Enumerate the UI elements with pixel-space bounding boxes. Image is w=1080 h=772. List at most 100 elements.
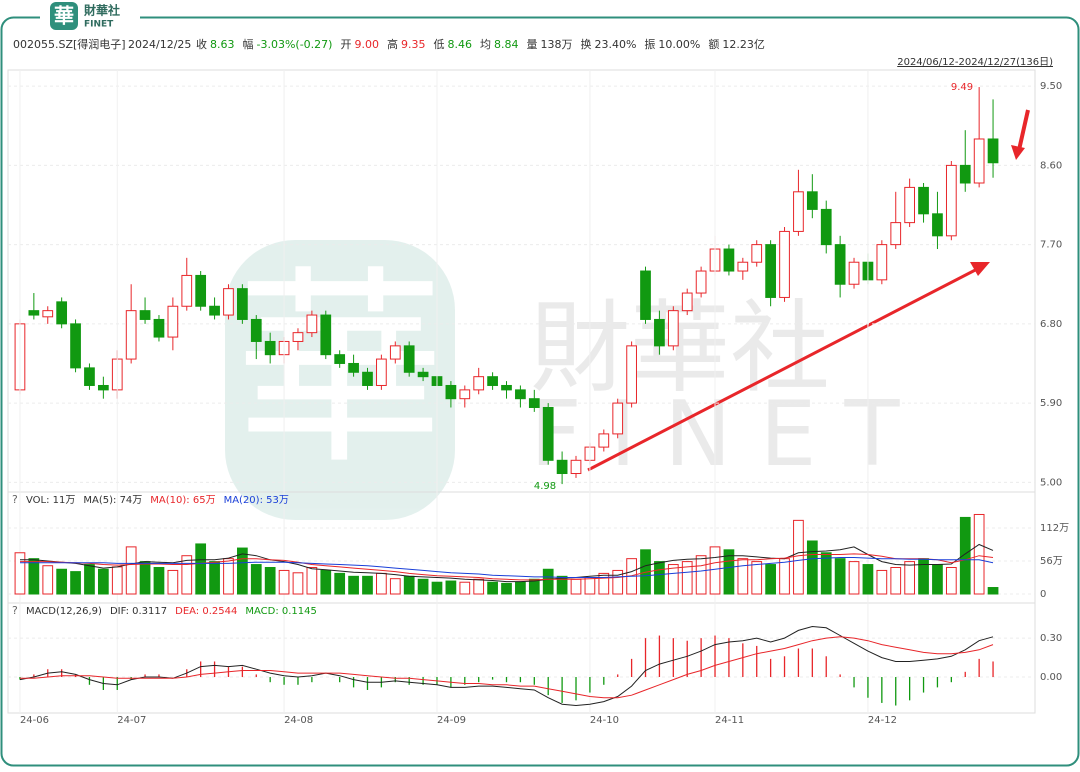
volume-bar: [292, 572, 304, 595]
line: [19, 625, 994, 707]
volume-bar: [153, 566, 165, 595]
info-label: 幅: [243, 38, 254, 51]
x-tick-label: 24-10: [590, 715, 619, 726]
candle-body: [779, 230, 790, 298]
candle-body: [904, 186, 916, 224]
volume-bar: [556, 575, 568, 595]
volume-bar: [139, 561, 151, 595]
candle-body: [292, 332, 304, 342]
info-value: 8.84: [494, 38, 519, 51]
candle-body: [959, 164, 971, 184]
info-value: 9.00: [354, 38, 379, 51]
logo-sub: FINET: [84, 20, 114, 30]
volume-bar: [876, 569, 888, 595]
volume-bar: [932, 564, 943, 595]
info-label: 高: [387, 37, 398, 51]
volume-bar: [584, 577, 596, 595]
volume-bar: [487, 581, 498, 595]
candle-body: [806, 191, 818, 210]
candle-body: [445, 384, 457, 400]
candle-body: [515, 389, 526, 400]
candle-body: [890, 222, 902, 246]
candle-body: [153, 318, 165, 338]
candle-body: [973, 138, 985, 184]
info-value: 138万: [540, 38, 572, 51]
volume-bar: [945, 566, 957, 595]
down-arrow: [1017, 109, 1030, 151]
candle-body: [556, 459, 568, 475]
candle-body: [320, 314, 332, 356]
volume-bar: [918, 558, 929, 595]
candle-body: [487, 376, 498, 386]
candle-body: [820, 208, 832, 246]
candle-body: [223, 288, 234, 316]
info-value: -3.03%(-0.27): [257, 38, 333, 51]
logo-char: 華: [54, 4, 74, 28]
candle-body: [848, 261, 860, 285]
info-value: 10.00%: [658, 38, 700, 51]
info-label: 换: [580, 37, 591, 51]
line: [20, 557, 994, 578]
info-value: 23.40%: [594, 38, 636, 51]
date-range: 2024/06/12-2024/12/27(136日): [897, 57, 1053, 68]
volume-bar: [765, 564, 776, 595]
candle-body: [542, 406, 554, 461]
volume-bar: [306, 566, 318, 595]
down-arrow-head: [1011, 145, 1025, 160]
volume-bar: [334, 572, 346, 595]
volume-bar: [403, 575, 415, 595]
y-tick-label: 5.90: [1040, 398, 1062, 409]
volume-bar: [84, 564, 95, 595]
volume-bar: [737, 558, 749, 595]
volume-bar: [987, 587, 999, 595]
volume-bar: [445, 580, 457, 595]
candle-body: [56, 301, 68, 325]
volume-bar: [973, 513, 985, 595]
volume-bar: [237, 547, 248, 595]
candle-body: [417, 371, 429, 378]
volume-bar: [348, 575, 359, 595]
stock-code: 002055.SZ[得润电子]: [13, 37, 126, 51]
candle-body: [362, 371, 373, 386]
candle-body: [834, 244, 846, 285]
volume-bar: [376, 572, 387, 595]
y-tick-label: 8.60: [1040, 160, 1062, 171]
watermark-logo: [225, 240, 455, 520]
volume-bar: [125, 546, 137, 595]
line: [20, 543, 994, 583]
volume-bar: [459, 581, 471, 595]
candle-body: [598, 433, 610, 448]
candle-body: [70, 323, 81, 369]
y-tick-label: 9.50: [1040, 81, 1062, 92]
macd-panel: [7, 602, 1036, 714]
volume-bar: [250, 564, 262, 595]
legend-item: MA(10): 65万: [150, 495, 215, 506]
volume-bar: [904, 561, 916, 595]
info-value: 8.46: [447, 38, 472, 51]
x-tick-label: 24-09: [437, 715, 466, 726]
candle-body: [459, 389, 471, 400]
legend-item: MA(20): 53万: [224, 495, 289, 506]
panel-help: ?: [12, 604, 18, 617]
candle-body: [97, 384, 109, 391]
volume-bar: [709, 546, 721, 595]
info-label: 量: [526, 38, 537, 51]
x-tick-label: 24-08: [284, 715, 313, 726]
candle-body: [654, 318, 665, 347]
volume-bar: [848, 561, 860, 595]
y-tick-label: 0.30: [1040, 633, 1062, 644]
candle-body: [334, 354, 346, 364]
logo: 財華社: [83, 3, 120, 18]
volume-bar: [111, 566, 123, 595]
candle-body: [987, 138, 999, 164]
watermark: 財華社: [530, 289, 830, 406]
candle-body: [528, 398, 540, 408]
volume-bar: [834, 558, 846, 595]
candle-body: [181, 274, 193, 307]
candle-body: [876, 244, 888, 281]
legend-item: VOL: 11万: [26, 495, 75, 506]
candle-body: [695, 270, 707, 294]
volume-bar: [695, 555, 707, 595]
line: [20, 636, 994, 699]
